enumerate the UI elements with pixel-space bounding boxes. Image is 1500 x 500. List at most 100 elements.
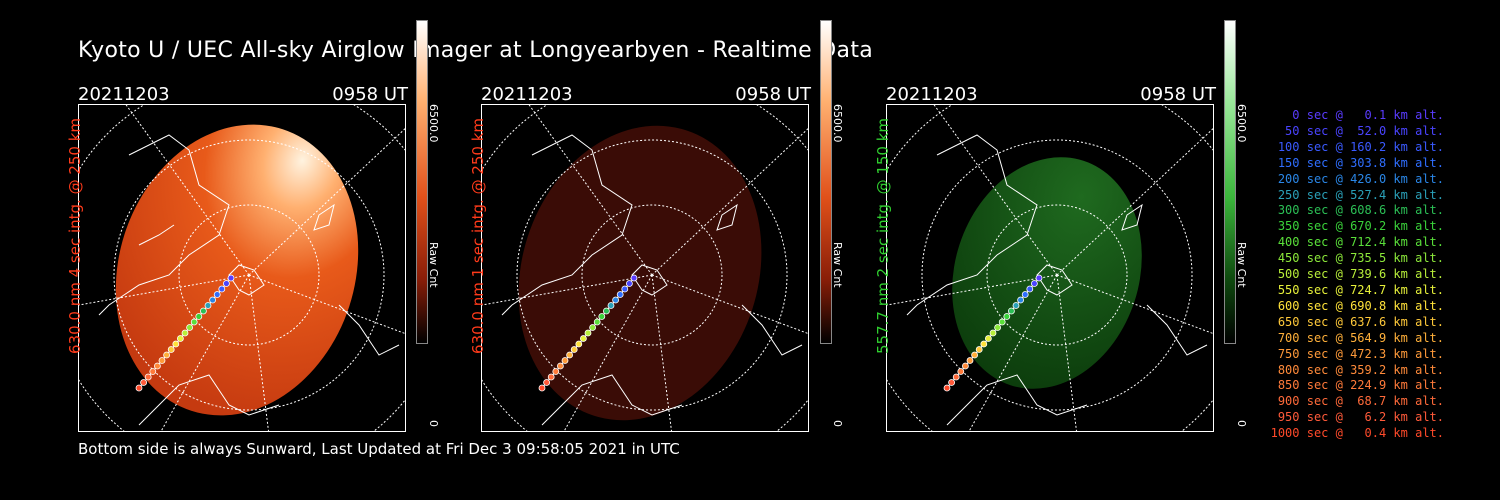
colorbar (1224, 20, 1236, 344)
trajectory-point (612, 296, 620, 304)
legend-entry: 500 sec @ 739.6 km alt. (1277, 267, 1444, 282)
legend-entry: 550 sec @ 724.7 km alt. (1277, 282, 1444, 297)
legend-entry: 650 sec @ 637.6 km alt. (1277, 314, 1444, 329)
trajectory-point (561, 357, 569, 364)
trajectory-point (966, 357, 974, 364)
trajectory-point (538, 384, 546, 392)
allsky-image (78, 104, 406, 432)
trajectory-point (952, 373, 960, 381)
trajectory-point (144, 373, 152, 381)
trajectory-point (227, 274, 235, 282)
panel-630nm-4sec: 20211203 0958 UT (66, 84, 408, 434)
trajectory-point (140, 379, 147, 386)
trajectory-point (980, 340, 988, 348)
colorbar-min: 0 (831, 420, 844, 427)
trajectory-point (1035, 274, 1043, 282)
trajectory-point (607, 302, 615, 309)
trajectory-point (971, 351, 978, 359)
footer-note: Bottom side is always Sunward, Last Upda… (78, 440, 680, 458)
colorbar-max: 6500.0 (427, 104, 440, 143)
trajectory-point (580, 335, 587, 342)
trajectory-point (962, 362, 969, 370)
trajectory-point (222, 280, 230, 287)
page-title: Kyoto U / UEC All-sky Airglow Imager at … (78, 38, 874, 63)
trajectory-legend: 0 sec @ 0.1 km alt. 50 sec @ 52.0 km alt.… (1271, 108, 1444, 442)
legend-entry: 1000 sec @ 0.4 km alt. (1270, 426, 1444, 441)
legend-entry: 100 sec @ 160.2 km alt. (1277, 139, 1444, 154)
trajectory-point (1030, 280, 1038, 287)
trajectory-point (154, 362, 161, 370)
legend-entry: 950 sec @ 6.2 km alt. (1277, 410, 1444, 425)
trajectory-point (167, 346, 175, 353)
legend-entry: 900 sec @ 68.7 km alt. (1277, 394, 1444, 409)
trajectory-point (218, 285, 226, 293)
trajectory-point (181, 329, 189, 337)
panel-time: 0958 UT (735, 84, 811, 105)
colorbar-unit: Raw Cnt (1235, 242, 1248, 288)
trajectory-point (149, 368, 157, 375)
legend-entry: 300 sec @ 608.6 km alt. (1277, 203, 1444, 218)
colorbar-max: 6500.0 (831, 104, 844, 143)
legend-entry: 700 sec @ 564.9 km alt. (1277, 330, 1444, 345)
trajectory-point (998, 318, 1006, 326)
trajectory-point (593, 318, 601, 326)
trajectory-point (172, 340, 180, 348)
trajectory-point (975, 346, 983, 353)
legend-entry: 850 sec @ 224.9 km alt. (1277, 378, 1444, 393)
allsky-image (481, 104, 809, 432)
legend-entry: 400 sec @ 712.4 km alt. (1277, 235, 1444, 250)
legend-entry: 800 sec @ 359.2 km alt. (1277, 362, 1444, 377)
colorbar-min: 0 (1235, 420, 1248, 427)
trajectory-point (994, 324, 1001, 331)
colorbar (416, 20, 428, 344)
trajectory-point (177, 335, 184, 342)
legend-entry: 750 sec @ 472.3 km alt. (1277, 346, 1444, 361)
colorbar-min: 0 (427, 420, 440, 427)
trajectory-point (584, 329, 592, 337)
colorbar-unit: Raw Cnt (831, 242, 844, 288)
legend-entry: 250 sec @ 527.4 km alt. (1277, 187, 1444, 202)
panel-date: 20211203 (481, 84, 573, 105)
channel-label: 630.0 nm 1 sec intg. @ 250 km (469, 117, 487, 354)
panel-557nm-2sec: 20211203 0958 UT (874, 84, 1216, 434)
trajectory-point (552, 368, 560, 375)
trajectory-point (557, 362, 564, 370)
legend-entry: 200 sec @ 426.0 km alt. (1277, 171, 1444, 186)
legend-entry: 600 sec @ 690.8 km alt. (1277, 298, 1444, 313)
trajectory-point (204, 302, 212, 309)
trajectory-point (570, 346, 578, 353)
trajectory-point (209, 296, 217, 304)
legend-entry: 450 sec @ 735.5 km alt. (1277, 251, 1444, 266)
trajectory-point (135, 384, 143, 392)
channel-label: 557.7 nm 2 sec intg. @ 150 km (874, 117, 892, 354)
trajectory-point (598, 313, 606, 320)
trajectory-point (943, 384, 951, 392)
trajectory-point (1017, 296, 1025, 304)
trajectory-point (213, 291, 221, 298)
panel-630nm-1sec: 20211203 0958 UT (469, 84, 811, 434)
trajectory-point (1008, 307, 1015, 315)
colorbar-max: 6500.0 (1235, 104, 1248, 143)
trajectory-point (985, 335, 992, 342)
panel-time: 0958 UT (332, 84, 408, 105)
legend-entry: 50 sec @ 52.0 km alt. (1285, 123, 1444, 138)
trajectory-point (1012, 302, 1020, 309)
panel-date: 20211203 (78, 84, 170, 105)
trajectory-point (621, 285, 629, 293)
colorbar (820, 20, 832, 344)
trajectory-point (603, 307, 610, 315)
trajectory-point (190, 318, 198, 326)
trajectory-point (575, 340, 583, 348)
trajectory-point (195, 313, 203, 320)
trajectory-point (589, 324, 596, 331)
panel-date: 20211203 (886, 84, 978, 105)
trajectory-point (163, 351, 170, 359)
trajectory-point (616, 291, 624, 298)
trajectory-point (989, 329, 997, 337)
channel-label: 630.0 nm 4 sec intg. @ 250 km (66, 117, 84, 354)
trajectory-point (543, 379, 550, 386)
trajectory-point (1003, 313, 1011, 320)
trajectory-point (630, 274, 638, 282)
trajectory-point (547, 373, 555, 381)
trajectory-point (1021, 291, 1029, 298)
